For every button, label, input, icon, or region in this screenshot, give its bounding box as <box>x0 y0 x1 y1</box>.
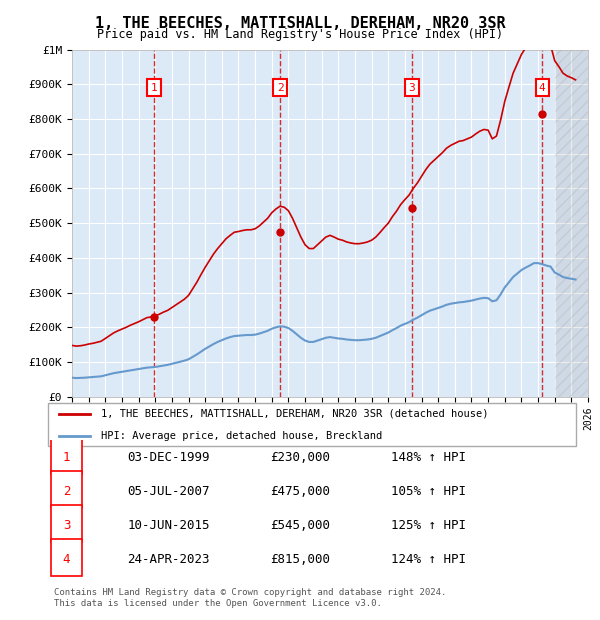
Text: 2: 2 <box>63 485 70 498</box>
Text: 125% ↑ HPI: 125% ↑ HPI <box>391 519 466 532</box>
Text: £475,000: £475,000 <box>270 485 330 498</box>
Text: 3: 3 <box>63 519 70 532</box>
Text: 148% ↑ HPI: 148% ↑ HPI <box>391 451 466 464</box>
Text: 4: 4 <box>63 553 70 566</box>
FancyBboxPatch shape <box>50 471 82 508</box>
FancyBboxPatch shape <box>50 436 82 474</box>
Text: 2: 2 <box>277 83 283 93</box>
FancyBboxPatch shape <box>48 403 576 446</box>
Bar <box>555 50 588 397</box>
Text: 1: 1 <box>63 451 70 464</box>
Text: £230,000: £230,000 <box>270 451 330 464</box>
Text: 4: 4 <box>539 83 545 93</box>
Text: 10-JUN-2015: 10-JUN-2015 <box>127 519 210 532</box>
Text: 03-DEC-1999: 03-DEC-1999 <box>127 451 210 464</box>
FancyBboxPatch shape <box>50 539 82 576</box>
Text: 1, THE BEECHES, MATTISHALL, DEREHAM, NR20 3SR: 1, THE BEECHES, MATTISHALL, DEREHAM, NR2… <box>95 16 505 30</box>
Text: 105% ↑ HPI: 105% ↑ HPI <box>391 485 466 498</box>
Text: Contains HM Land Registry data © Crown copyright and database right 2024.
This d: Contains HM Land Registry data © Crown c… <box>54 588 446 608</box>
Text: 124% ↑ HPI: 124% ↑ HPI <box>391 553 466 566</box>
FancyBboxPatch shape <box>50 505 82 542</box>
Text: £815,000: £815,000 <box>270 553 330 566</box>
Text: HPI: Average price, detached house, Breckland: HPI: Average price, detached house, Brec… <box>101 430 382 441</box>
Text: 24-APR-2023: 24-APR-2023 <box>127 553 210 566</box>
Text: 05-JUL-2007: 05-JUL-2007 <box>127 485 210 498</box>
Text: 1, THE BEECHES, MATTISHALL, DEREHAM, NR20 3SR (detached house): 1, THE BEECHES, MATTISHALL, DEREHAM, NR2… <box>101 409 488 419</box>
Text: Price paid vs. HM Land Registry's House Price Index (HPI): Price paid vs. HM Land Registry's House … <box>97 28 503 41</box>
Text: 3: 3 <box>409 83 415 93</box>
Text: £545,000: £545,000 <box>270 519 330 532</box>
Text: 1: 1 <box>151 83 157 93</box>
